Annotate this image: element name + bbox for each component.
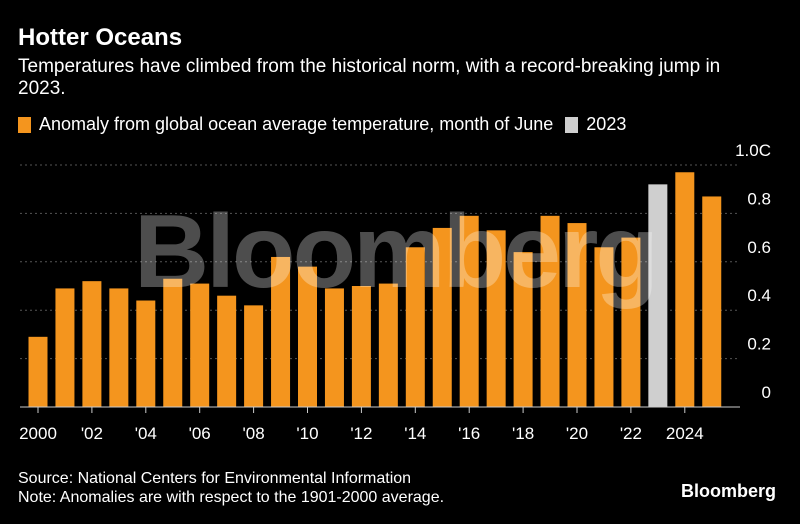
x-tick-label: 2000	[19, 424, 57, 443]
bar-2013	[378, 283, 398, 407]
bar-2022	[621, 237, 641, 407]
y-tick-label: 0.6	[747, 238, 771, 257]
y-tick-label: 0.8	[747, 189, 771, 208]
brand-logo-text: Bloomberg	[680, 481, 776, 501]
watermark-text: Bloomberg	[134, 194, 656, 310]
bar-2012	[351, 286, 371, 407]
bar-2017	[486, 230, 506, 407]
bar-2023	[648, 184, 668, 407]
bars	[28, 172, 722, 407]
chart-subtitle: Temperatures have climbed from the histo…	[18, 56, 721, 99]
x-tick-label: 2024	[666, 424, 704, 443]
legend-swatch-anomaly	[18, 116, 31, 133]
x-tick-label: '10	[296, 424, 318, 443]
bar-2007	[217, 295, 237, 407]
legend-label-anomaly: Anomaly from global ocean average temper…	[39, 114, 554, 134]
bar-2005	[163, 278, 183, 407]
y-tick-label: 0.4	[747, 286, 771, 305]
x-tick-label: '20	[566, 424, 588, 443]
legend-item-2023: 2023	[565, 114, 626, 135]
x-tick-label: '22	[620, 424, 642, 443]
bar-2014	[405, 247, 425, 407]
bar-2011	[324, 288, 344, 407]
source-note: Source: National Centers for Environment…	[18, 470, 412, 487]
bar-2009	[271, 256, 291, 407]
bar-2010	[298, 266, 317, 407]
y-tick-label: 1.0C	[735, 141, 771, 160]
chart-title: Hotter Oceans	[18, 24, 183, 51]
x-tick-label: '08	[243, 424, 265, 443]
x-tick-label: '18	[512, 424, 534, 443]
bar-2015	[432, 227, 452, 407]
bar-2008	[244, 305, 264, 407]
bar-2016	[459, 215, 479, 407]
y-tick-label: 0	[762, 383, 771, 402]
x-axis-ticks: 2000 '02 '04 '06 '08 '10 '12 '14 '16 '18 '20 '22 202…	[19, 407, 704, 443]
bar-2020	[567, 223, 587, 407]
x-tick-label: '06	[189, 424, 211, 443]
bar-2003	[109, 288, 129, 407]
bar-2024	[675, 172, 695, 407]
bar-2004	[136, 300, 156, 407]
x-tick-label: '12	[350, 424, 372, 443]
bar-2021	[594, 247, 614, 407]
x-tick-label: '04	[135, 424, 157, 443]
y-axis-ticks: 0 0.2 0.4 0.6 0.8 1.0C	[735, 141, 771, 402]
bar-2025	[702, 196, 722, 407]
chart-legend: Anomaly from global ocean average temper…	[18, 114, 638, 135]
x-tick-label: '16	[458, 424, 480, 443]
x-tick-label: '14	[404, 424, 426, 443]
bar-2001	[55, 288, 75, 407]
bar-2002	[82, 281, 102, 407]
legend-label-2023: 2023	[586, 114, 627, 134]
legend-swatch-2023	[565, 116, 579, 133]
bar-2006	[190, 283, 210, 407]
bar-2000	[28, 336, 48, 407]
bar-2019	[540, 215, 560, 407]
legend-item-anomaly: Anomaly from global ocean average temper…	[18, 114, 553, 135]
bar-2018	[513, 252, 533, 407]
y-tick-label: 0.2	[747, 335, 771, 354]
footnote: Note: Anomalies are with respect to the …	[18, 489, 445, 506]
x-tick-label: '02	[81, 424, 103, 443]
